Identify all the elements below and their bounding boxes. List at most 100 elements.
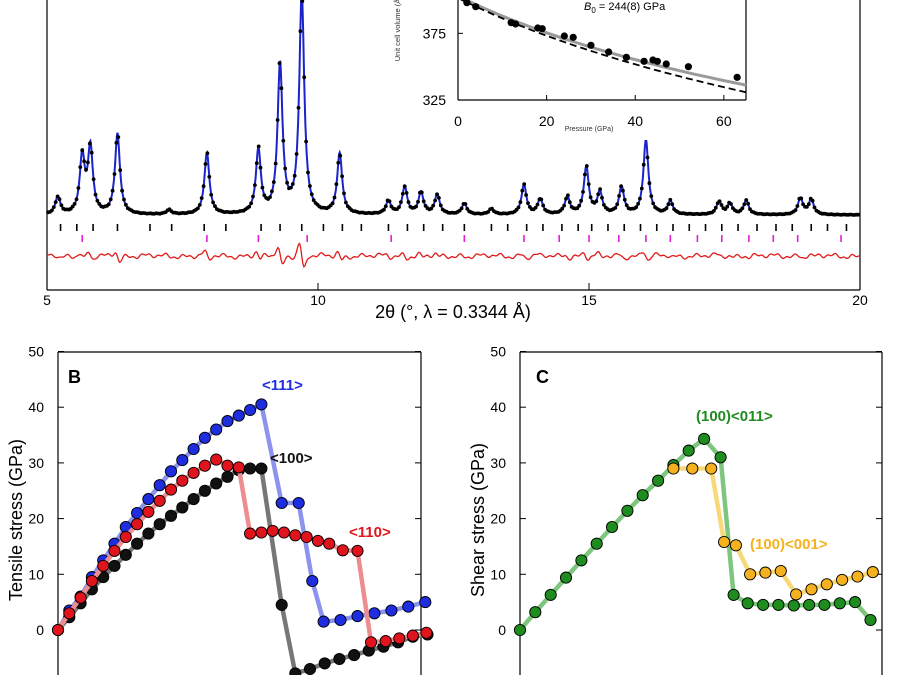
observed-point <box>342 191 346 196</box>
observed-point <box>302 75 307 80</box>
data-point <box>176 501 189 514</box>
data-point <box>364 636 378 649</box>
data-point <box>210 453 223 466</box>
observed-point <box>76 186 81 190</box>
series-label-111: <111> <box>262 377 303 394</box>
observed-point <box>414 204 418 209</box>
observed-point <box>281 138 286 143</box>
y-tick-label: 20 <box>28 511 44 527</box>
data-point <box>636 489 649 502</box>
panel-b-tensile-plot: 0 10 20 30 40 50 B Tensile stress (GPa) <111>… <box>6 344 434 675</box>
panel-a-x-axis-label: 2θ (°, λ = 0.3344 Å) <box>375 302 531 322</box>
data-point <box>85 574 98 588</box>
data-point <box>866 566 879 579</box>
observed-point <box>459 206 464 211</box>
observed-point <box>810 198 815 203</box>
observed-point <box>641 162 646 167</box>
data-point <box>379 635 392 648</box>
data-point <box>275 496 288 510</box>
observed-point <box>463 202 468 206</box>
observed-point <box>80 148 85 153</box>
data-point <box>300 530 313 544</box>
data-point <box>368 607 381 620</box>
observed-point <box>110 188 115 193</box>
observed-point <box>602 203 606 207</box>
inset-data-point <box>662 60 670 68</box>
inset-data-point <box>463 0 471 7</box>
observed-point <box>260 185 265 190</box>
y-tick-label: 0 <box>498 622 506 638</box>
observed-point <box>86 160 90 165</box>
panel-b-y-axis-label: Tensile stress (GPa) <box>6 439 26 601</box>
y-tick-label: 0 <box>36 622 44 638</box>
data-point <box>187 466 200 479</box>
data-point <box>833 597 846 610</box>
panel-a-x-tick-label: 15 <box>581 292 597 308</box>
inset-data-point <box>684 63 693 71</box>
series-label-110: <110> <box>349 524 391 541</box>
data-point <box>74 591 87 604</box>
observed-point <box>340 174 344 179</box>
observed-point <box>421 199 426 204</box>
data-point <box>744 568 757 581</box>
observed-point <box>806 202 811 207</box>
data-point <box>311 534 324 547</box>
panel-a-reflection-markers <box>59 224 848 242</box>
data-point <box>682 444 695 457</box>
observed-point <box>524 193 528 197</box>
observed-point <box>712 209 716 213</box>
data-point <box>420 626 433 639</box>
data-point <box>187 493 200 506</box>
data-point <box>142 493 155 506</box>
data-point <box>351 544 364 557</box>
observed-point <box>795 204 800 208</box>
observed-point <box>562 203 566 208</box>
data-point <box>333 652 346 666</box>
observed-point <box>740 206 745 211</box>
inset-ticks: 0 20 40 60 325 375 <box>423 25 732 129</box>
observed-point <box>799 196 804 201</box>
observed-point <box>334 182 339 187</box>
observed-point <box>560 206 565 211</box>
data-point <box>187 442 200 456</box>
observed-point <box>717 199 722 204</box>
data-point <box>774 564 787 578</box>
y-tick-label: 20 <box>490 511 506 527</box>
data-point <box>559 571 573 584</box>
observed-point <box>124 202 128 207</box>
observed-point <box>647 181 652 186</box>
data-point <box>757 598 770 611</box>
data-point <box>351 610 364 623</box>
observed-point <box>309 192 314 197</box>
data-point <box>198 459 211 472</box>
observed-point <box>613 206 618 210</box>
series-label-100-011: (100)<011> <box>696 408 773 425</box>
observed-point <box>526 201 530 206</box>
panel-c-shear-plot: 0 10 20 30 40 50 C Shear stress (GPa) (100)<0… <box>468 344 883 675</box>
data-point <box>51 623 65 637</box>
observed-point <box>399 200 403 205</box>
data-point <box>255 398 268 411</box>
panel-c-y-axis-label: Shear stress (GPa) <box>468 443 488 597</box>
data-point <box>289 529 302 542</box>
observed-point <box>416 199 420 204</box>
series-100011 <box>513 432 877 637</box>
data-point <box>590 537 603 550</box>
observed-point <box>615 202 620 207</box>
observed-point <box>649 194 654 199</box>
observed-point <box>74 197 79 202</box>
observed-point <box>332 195 337 200</box>
observed-point <box>713 205 718 210</box>
observed-point <box>719 203 724 207</box>
observed-point <box>201 184 206 189</box>
inset-x-tick-label: 0 <box>454 113 462 129</box>
data-point <box>705 462 718 475</box>
observed-point <box>57 197 62 202</box>
inset-fit-line <box>462 0 747 87</box>
observed-point <box>383 204 388 209</box>
data-point <box>142 505 155 518</box>
observed-point <box>277 61 282 66</box>
data-point <box>790 588 803 601</box>
observed-point <box>535 202 540 207</box>
data-point <box>232 409 245 422</box>
